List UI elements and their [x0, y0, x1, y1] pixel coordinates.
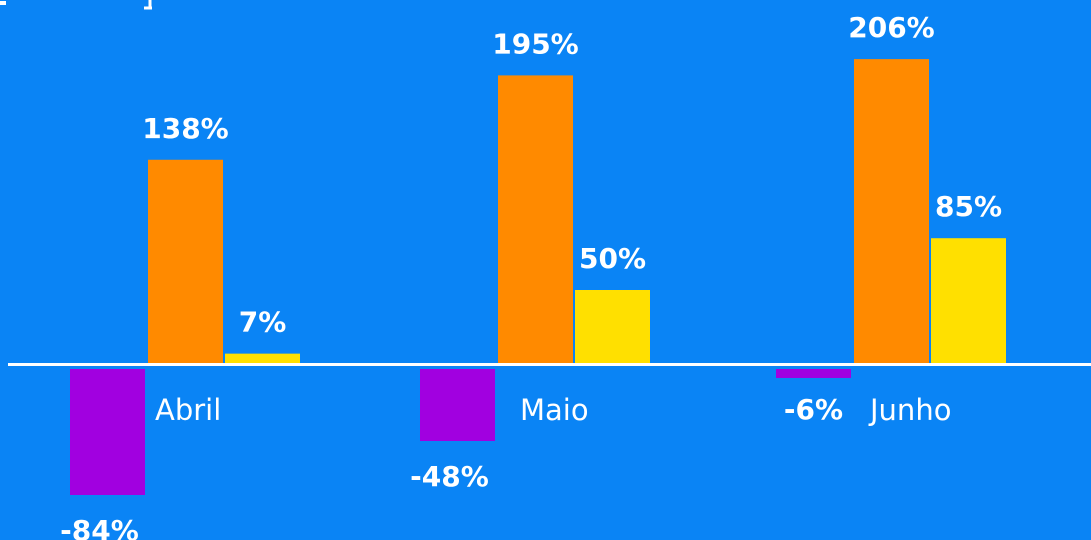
bar-abril-3: [225, 353, 300, 364]
data-label: -48%: [410, 460, 489, 493]
bar-junho-3: [931, 238, 1006, 364]
category-label-junho: Junho: [868, 393, 951, 427]
data-label: 206%: [848, 11, 935, 44]
bar-junho-2: [854, 59, 929, 365]
data-label: 195%: [492, 27, 579, 60]
bar-junho-1: [776, 369, 851, 378]
category-label-maio: Maio: [520, 393, 589, 427]
bar-maio-1: [420, 369, 495, 441]
bars: [70, 59, 1006, 495]
data-label: -84%: [60, 514, 139, 540]
category-label-abril: Abril: [155, 393, 221, 427]
data-label: 138%: [142, 112, 229, 145]
bar-abril-2: [148, 159, 223, 364]
data-label: 50%: [579, 242, 646, 275]
bar-maio-2: [498, 75, 573, 365]
data-label: -6%: [784, 393, 843, 426]
bar-abril-1: [70, 369, 145, 495]
frame-corner-bracket: [0, 0, 152, 10]
data-label: 7%: [239, 306, 287, 339]
labels: -84% -48% -6% 138% 195% 206% 7% 50% 85% Abril Maio…: [60, 11, 1002, 540]
bar-maio-3: [575, 290, 650, 364]
data-label: 85%: [935, 190, 1002, 223]
